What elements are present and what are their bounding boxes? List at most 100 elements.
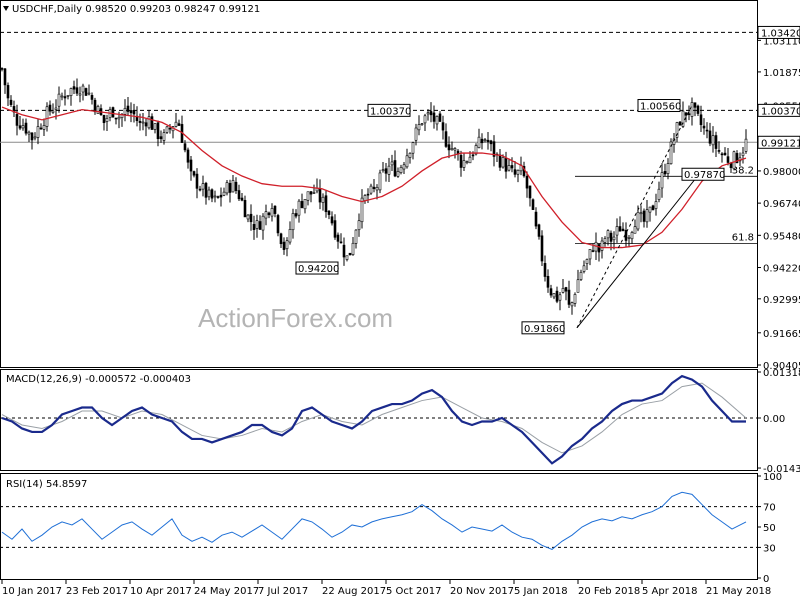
rsi-header: RSI(14) 54.8597 xyxy=(6,479,87,490)
candlesticks xyxy=(0,67,748,315)
price-box xyxy=(757,25,800,39)
candle-body xyxy=(408,152,412,158)
candle-body xyxy=(450,148,454,151)
candle-body xyxy=(393,160,397,177)
candle-body xyxy=(516,170,520,175)
rsi-tick-label: 50 xyxy=(763,523,776,534)
candle-body xyxy=(357,220,361,231)
candle-body xyxy=(222,191,226,196)
candle-body xyxy=(474,145,478,155)
candle-body xyxy=(630,232,634,240)
date-tick-label: 5 Jan 2018 xyxy=(514,586,568,597)
candle-body xyxy=(402,164,406,170)
candle-body xyxy=(369,185,373,194)
candle-body xyxy=(51,110,55,113)
price-tick-label: 1.03110 xyxy=(763,36,800,47)
candle-body xyxy=(453,148,457,151)
candle-body xyxy=(93,99,97,113)
candle-body xyxy=(678,121,682,126)
candle-body xyxy=(273,205,277,214)
candle-body xyxy=(546,275,550,288)
candle-body xyxy=(252,224,256,230)
date-tick-label: 5 Oct 2017 xyxy=(386,586,441,597)
candle-body xyxy=(381,169,385,172)
candle-body xyxy=(255,220,259,229)
macd-tick-label: 0.013184 xyxy=(763,368,800,379)
candle-body xyxy=(591,250,595,252)
candle-body xyxy=(207,189,211,198)
header-triangle-icon xyxy=(3,6,9,11)
candle-body xyxy=(153,123,157,130)
candle-body xyxy=(426,112,430,115)
candle-body xyxy=(489,140,493,145)
price-tick-label: 0.90405 xyxy=(763,361,800,372)
rsi-line xyxy=(1,491,747,551)
candle-body xyxy=(609,232,613,242)
candle-body xyxy=(657,188,661,200)
candle-body xyxy=(228,182,232,193)
date-tick-label: 20 Feb 2018 xyxy=(578,586,640,597)
candle-body xyxy=(96,106,100,114)
candle-body xyxy=(687,113,691,116)
candle-body xyxy=(579,271,583,280)
candle-body xyxy=(114,117,118,120)
candle-body xyxy=(690,102,694,117)
date-tick-label: 24 May 2017 xyxy=(194,586,259,597)
candle-body xyxy=(234,181,238,191)
candle-body xyxy=(564,287,568,292)
candle-body xyxy=(675,122,679,138)
candle-body xyxy=(243,200,247,218)
candle-body xyxy=(291,213,295,231)
candle-body xyxy=(297,200,301,216)
candle-body xyxy=(363,195,367,201)
candle-body xyxy=(195,173,199,189)
trendlines xyxy=(576,105,700,329)
candle-body xyxy=(504,158,508,172)
candle-body xyxy=(543,263,547,277)
candle-body xyxy=(45,106,49,127)
candle-body xyxy=(555,290,559,302)
annotation-label: 0.94200 xyxy=(298,264,339,275)
candle-body xyxy=(126,105,130,112)
candle-body xyxy=(3,68,7,86)
candle-body xyxy=(471,154,475,157)
candle-body xyxy=(666,163,670,174)
candle-body xyxy=(270,208,274,217)
candle-body xyxy=(660,172,664,189)
candle-body xyxy=(300,201,304,208)
candle-body xyxy=(261,215,265,231)
candle-body xyxy=(144,122,148,127)
candle-body xyxy=(627,237,631,239)
candle-body xyxy=(210,189,214,199)
annotation-box xyxy=(681,167,725,181)
candle-body xyxy=(201,183,205,190)
price-tick-label: 0.91665 xyxy=(763,329,800,340)
candle-body xyxy=(567,289,571,305)
candle-body xyxy=(168,127,172,130)
candle-body xyxy=(159,136,163,140)
candle-body xyxy=(54,107,58,110)
candle-body xyxy=(423,115,427,124)
candle-body xyxy=(744,138,748,152)
candle-body xyxy=(24,122,28,134)
date-tick-label: 20 Nov 2017 xyxy=(450,586,514,597)
candle-body xyxy=(573,294,577,304)
date-tick-label: 5 Apr 2018 xyxy=(642,586,697,597)
candle-body xyxy=(534,211,538,227)
candle-body xyxy=(708,130,712,144)
macd-tick-label: -0.014339 xyxy=(763,464,800,475)
candle-body xyxy=(66,94,70,97)
candle-body xyxy=(588,249,592,260)
candle-body xyxy=(57,93,61,107)
candle-body xyxy=(312,192,316,194)
candle-body xyxy=(420,123,424,125)
candle-body xyxy=(48,104,52,112)
candle-body xyxy=(345,255,349,260)
candle-body xyxy=(240,197,244,201)
candle-body xyxy=(264,211,268,219)
candle-body xyxy=(90,95,94,100)
price-tick-label: 1.01875 xyxy=(763,68,800,79)
candle-body xyxy=(0,68,4,70)
candle-body xyxy=(639,212,643,215)
